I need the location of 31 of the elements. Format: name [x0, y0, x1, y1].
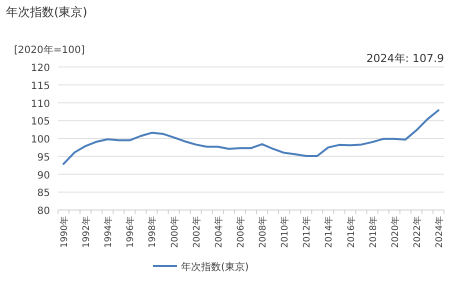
- x-tick-label: 2018年: [368, 216, 379, 248]
- x-tick-label: 2000年: [169, 216, 180, 248]
- y-tick-label: 80: [37, 206, 50, 217]
- y-tick-label: 115: [30, 80, 50, 92]
- text: 2024年: 107.9: [366, 52, 444, 65]
- x-tick-label: 1992年: [81, 216, 92, 248]
- y-tick-label: 110: [30, 98, 50, 110]
- x-tick-label: 2012年: [302, 216, 313, 248]
- chart-title: 年次指数(東京): [6, 5, 88, 19]
- x-tick-label: 2010年: [280, 216, 291, 248]
- y-tick-label: 95: [37, 152, 50, 164]
- x-tick-label: 1998年: [147, 216, 158, 248]
- y-tick-label: 90: [37, 170, 50, 182]
- x-tick-label: 2022年: [412, 216, 423, 248]
- y-tick-label: 100: [30, 134, 50, 146]
- x-tick-label: 2024年: [434, 216, 445, 248]
- y-tick-label: 85: [37, 188, 50, 200]
- x-tick-label: 2002年: [191, 216, 202, 248]
- x-tick-label: 2008年: [258, 216, 269, 248]
- x-tick-label: 1996年: [125, 216, 136, 248]
- y-axis-title: [2020年=100]: [14, 44, 85, 56]
- x-tick-label: 2014年: [324, 216, 335, 248]
- x-tick-label: 1990年: [59, 216, 70, 248]
- y-tick-label: 105: [30, 116, 50, 128]
- y-tick-label: 120: [30, 63, 50, 74]
- x-tick-label: 2004年: [213, 216, 224, 248]
- x-tick-label: 2020年: [390, 216, 401, 248]
- x-tick-label: 2006年: [235, 216, 246, 248]
- x-tick-label: 1994年: [103, 216, 114, 248]
- x-tick-label: 2016年: [346, 216, 357, 248]
- legend-label: 年次指数(東京): [181, 261, 249, 273]
